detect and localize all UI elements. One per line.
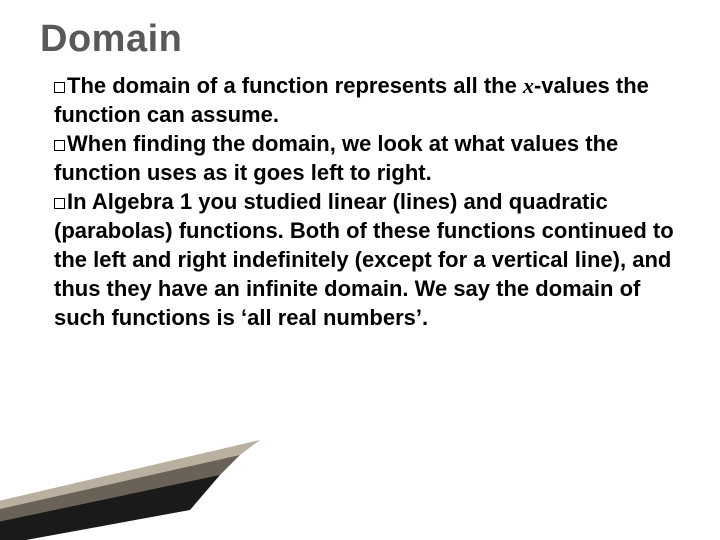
bullet-text-mid: domain of a function represents all the: [106, 73, 523, 98]
swoosh-dark: [0, 475, 220, 540]
checkbox-icon: [54, 82, 65, 93]
swoosh-light: [0, 440, 260, 540]
bullet-item: When finding the domain, we look at what…: [54, 129, 680, 187]
checkbox-icon: [54, 198, 65, 209]
bullet-text: When finding the domain, we look at what…: [54, 131, 618, 185]
slide-body: The domain of a function represents all …: [40, 71, 680, 332]
bullet-item: In Algebra 1 you studied linear (lines) …: [54, 187, 680, 332]
slide: Domain The domain of a function represen…: [0, 0, 720, 540]
bullet-text: In Algebra 1 you studied linear (lines) …: [54, 189, 674, 330]
bullet-item: The domain of a function represents all …: [54, 71, 680, 129]
bullet-text-pre: The: [67, 73, 106, 98]
decorative-swoosh: [0, 440, 340, 540]
slide-title: Domain: [40, 18, 680, 61]
italic-x: x: [523, 73, 534, 98]
swoosh-mid: [0, 455, 240, 540]
checkbox-icon: [54, 140, 65, 151]
